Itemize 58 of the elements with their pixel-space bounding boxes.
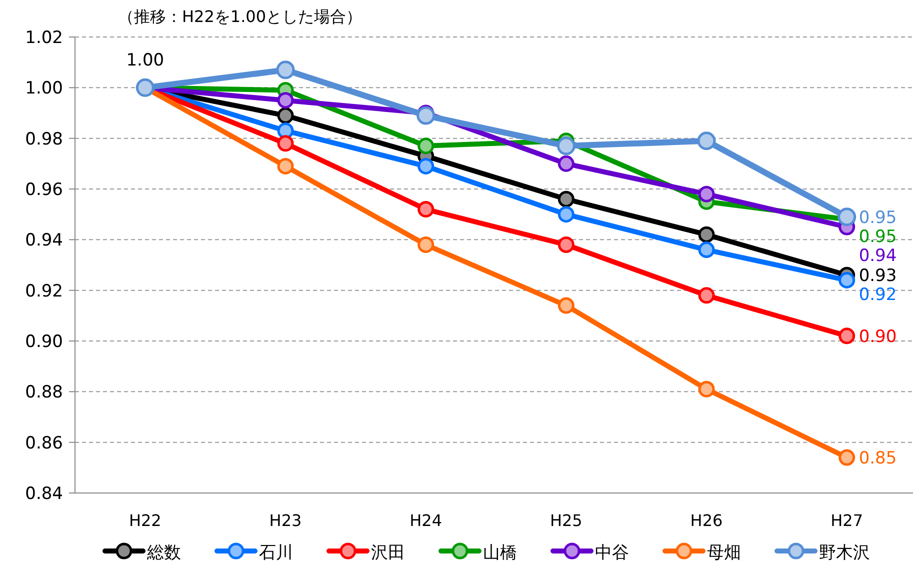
point xyxy=(558,190,574,208)
point xyxy=(698,242,715,258)
data-label: 0.90 xyxy=(858,326,897,347)
legend-label: 中谷 xyxy=(595,543,629,562)
point xyxy=(556,136,576,156)
point xyxy=(277,158,294,174)
y-tick-label: 1.00 xyxy=(25,78,63,99)
legend-label: 総数 xyxy=(146,543,181,562)
point xyxy=(698,287,715,304)
point xyxy=(418,158,434,174)
point xyxy=(838,449,856,466)
y-tick-label: 0.96 xyxy=(25,180,63,200)
point xyxy=(276,60,295,80)
point xyxy=(558,297,574,314)
point xyxy=(277,107,294,124)
legend-label: 石川 xyxy=(259,543,293,562)
point xyxy=(558,155,574,172)
point xyxy=(838,208,856,226)
data-label: 0.95 xyxy=(858,208,897,228)
y-tick-label: 0.84 xyxy=(25,484,63,504)
legend-label: 母畑 xyxy=(707,543,741,562)
y-tick-label: 0.98 xyxy=(25,129,63,150)
y-tick-label: 0.90 xyxy=(25,332,63,352)
data-label: 0.93 xyxy=(858,266,897,286)
point xyxy=(838,328,856,344)
y-tick-label: 1.02 xyxy=(25,28,63,48)
data-label: 1.00 xyxy=(126,50,164,71)
point xyxy=(698,186,715,202)
data-label: 0.94 xyxy=(858,246,897,266)
chart-title: （推移：H22を1.00とした場合） xyxy=(118,7,362,26)
y-tick-label: 0.92 xyxy=(25,281,63,302)
point xyxy=(418,236,434,253)
point xyxy=(277,135,294,152)
point xyxy=(558,236,574,253)
point xyxy=(416,106,436,125)
legend-label: 沢田 xyxy=(371,543,405,562)
x-tick-label: H25 xyxy=(550,511,582,530)
point xyxy=(277,92,294,109)
x-tick-label: H27 xyxy=(830,511,864,530)
y-tick-label: 0.94 xyxy=(25,230,63,251)
point xyxy=(558,206,574,223)
legend-label: 山橋 xyxy=(483,543,517,562)
x-tick-label: H23 xyxy=(269,511,302,530)
data-label: 0.95 xyxy=(858,226,897,247)
legend-label: 野木沢 xyxy=(819,543,870,562)
point xyxy=(418,201,434,218)
y-tick-label: 0.88 xyxy=(25,382,63,403)
point xyxy=(838,272,856,288)
x-tick-label: H22 xyxy=(128,511,162,530)
x-tick-label: H26 xyxy=(690,511,723,530)
point xyxy=(698,380,715,398)
point xyxy=(418,138,434,154)
y-tick-label: 0.86 xyxy=(25,433,63,454)
data-label: 0.92 xyxy=(858,285,897,306)
data-label: 0.85 xyxy=(858,448,897,469)
point xyxy=(698,226,715,243)
point xyxy=(697,132,716,150)
x-tick-label: H24 xyxy=(410,511,442,530)
